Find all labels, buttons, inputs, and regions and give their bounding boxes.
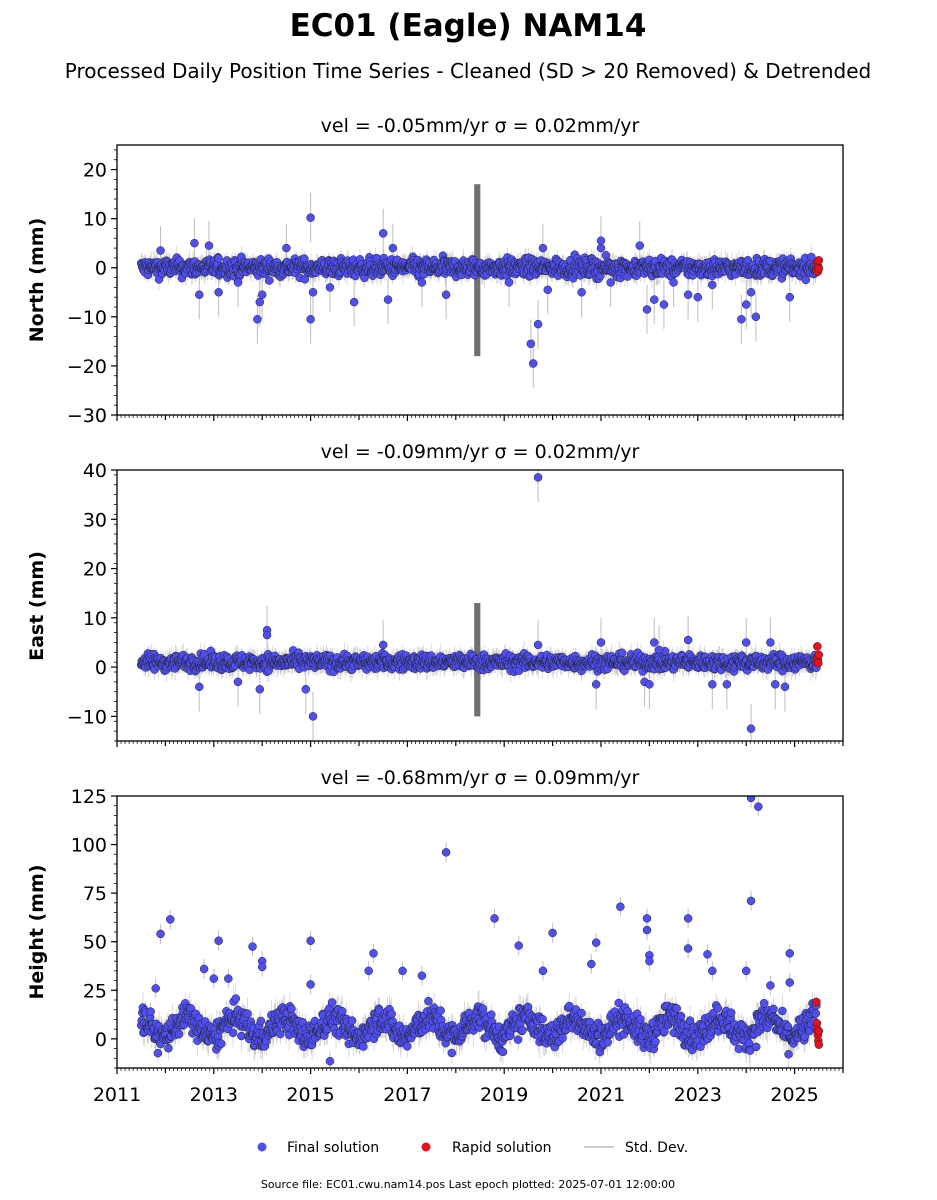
north-panel-title: vel = -0.05mm/yr σ = 0.02mm/yr xyxy=(321,115,640,137)
final-outlier-point xyxy=(596,236,606,245)
final-outlier-point xyxy=(649,295,659,304)
final-outlier-point xyxy=(737,315,746,324)
north-y-axis-label: North (mm) xyxy=(26,218,48,343)
north-panel: vel = -0.05mm/yr σ = 0.02mm/yr North (mm… xyxy=(26,115,844,427)
final-outlier-point xyxy=(383,295,393,304)
final-outlier-point xyxy=(635,241,644,250)
final-outlier-point xyxy=(526,339,536,349)
east-plot-area xyxy=(136,470,824,741)
final-outlier-point xyxy=(306,213,315,222)
rapid-point xyxy=(814,256,824,265)
north-rapid-points xyxy=(812,256,824,276)
final-outlier-point xyxy=(528,359,538,368)
final-outlier-point xyxy=(642,305,652,314)
east-std-dev-bars xyxy=(140,470,817,741)
final-outlier-point xyxy=(349,297,359,307)
final-outlier-point xyxy=(388,243,398,253)
final-outlier-point xyxy=(204,241,214,250)
figure-subtitle: Processed Daily Position Time Series - C… xyxy=(65,59,871,83)
final-outlier-point xyxy=(306,315,315,324)
final-outlier-point xyxy=(195,290,204,299)
final-outlier-point xyxy=(741,300,751,309)
final-outlier-point xyxy=(325,283,335,292)
final-point xyxy=(300,254,309,263)
north-plot-area xyxy=(136,184,824,388)
final-outlier-point xyxy=(504,278,514,287)
final-outlier-point xyxy=(308,288,318,297)
east-panel-title: vel = -0.09mm/yr σ = 0.02mm/yr xyxy=(321,441,640,463)
final-outlier-point xyxy=(257,290,267,299)
final-outlier-point xyxy=(156,246,165,255)
east-panel: vel = -0.09mm/yr σ = 0.02mm/yr East (mm)… xyxy=(26,441,844,747)
y-tick-label: −10 xyxy=(67,307,107,329)
east-y-axis-label: East (mm) xyxy=(26,551,48,661)
final-outlier-point xyxy=(190,238,199,248)
final-point xyxy=(264,276,274,285)
final-outlier-point xyxy=(785,292,795,302)
figure-title: EC01 (Eagle) NAM14 xyxy=(290,8,647,44)
final-outlier-point xyxy=(233,278,243,287)
east-final-points xyxy=(136,473,821,733)
final-outlier-point xyxy=(596,243,606,253)
final-outlier-point xyxy=(533,319,543,329)
final-outlier-point xyxy=(669,278,678,287)
y-tick-label: −20 xyxy=(67,356,107,378)
final-point xyxy=(801,275,811,285)
y-tick-label: −30 xyxy=(67,405,107,427)
y-tick-label: 0 xyxy=(95,258,107,280)
final-outlier-point xyxy=(417,278,427,287)
final-outlier-point xyxy=(255,297,265,307)
y-tick-label: 20 xyxy=(83,160,107,182)
final-outlier-point xyxy=(214,288,223,297)
final-outlier-point xyxy=(577,288,586,297)
rapid-point xyxy=(814,264,824,273)
final-outlier-point xyxy=(543,285,553,295)
final-point xyxy=(214,254,223,263)
final-point xyxy=(807,252,816,262)
final-outlier-point xyxy=(693,292,703,302)
final-outlier-point xyxy=(538,243,548,253)
final-outlier-point xyxy=(708,280,717,290)
final-outlier-point xyxy=(282,243,291,253)
y-tick-label: 10 xyxy=(83,209,107,231)
final-outlier-point xyxy=(751,312,761,322)
final-outlier-point xyxy=(683,290,693,299)
final-outlier-point xyxy=(253,315,262,324)
final-outlier-point xyxy=(606,278,615,287)
north-final-points xyxy=(136,213,821,368)
final-outlier-point xyxy=(441,290,451,299)
final-outlier-point xyxy=(378,229,388,238)
final-point xyxy=(617,648,627,658)
final-outlier-point xyxy=(659,300,669,309)
final-outlier-point xyxy=(746,288,756,297)
